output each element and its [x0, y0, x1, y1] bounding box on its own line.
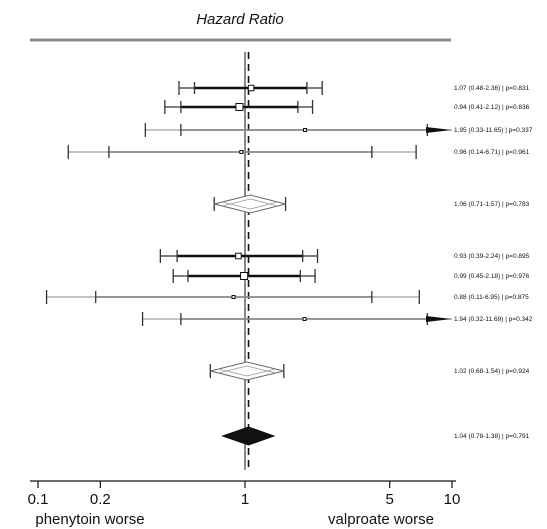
x-label-right: valproate worse [328, 511, 434, 528]
chart-title: Hazard Ratio [196, 11, 284, 28]
estimate-box [247, 84, 255, 92]
estimate-box [235, 252, 242, 260]
estimate-box [240, 272, 249, 280]
subtotal-diamond [210, 361, 284, 381]
x-tick-label: 5 [386, 491, 394, 508]
estimate-rows: 1.07 (0.48-2.36) | p=0.831 0.94 (0.41-2.1… [45, 52, 533, 470]
x-tick-label: 10 [444, 491, 461, 508]
estimate-box [239, 150, 244, 154]
x-tick-label: 0.1 [28, 491, 49, 508]
x-tick-label: 1 [241, 491, 249, 508]
estimate-label: 1.95 (0.33-11.65) | p=0.337 [454, 127, 533, 134]
diamond-hatch [222, 198, 278, 207]
estimate-box [231, 295, 236, 299]
estimate-label: 0.88 (0.11-6.95) | p=0.875 [454, 294, 529, 301]
diamond-hatch [218, 365, 276, 374]
ci-arrow [426, 316, 452, 322]
estimate-label: 0.96 (0.14-6.71) | p=0.961 [454, 149, 530, 156]
estimate-label: 0.94 (0.41-2.12) | p=0.836 [454, 104, 530, 111]
x-tick-label: 0.2 [90, 491, 111, 508]
diamond-hatch [218, 368, 276, 377]
estimate-label: 1.94 (0.32-11.69) | p=0.342 [454, 316, 533, 323]
estimate-label: 1.04 (0.78-1.38) | p=0.791 [454, 433, 530, 440]
estimate-label: 1.07 (0.48-2.36) | p=0.831 [454, 85, 530, 92]
estimate-label: 1.06 (0.71-1.57) | p=0.783 [454, 201, 530, 208]
x-axis: 0.1 0.2 1 5 10 [28, 480, 461, 508]
overall-diamond [221, 426, 276, 446]
estimate-box [235, 103, 244, 111]
ci-arrow [426, 127, 452, 133]
estimate-label: 0.93 (0.39-2.24) | p=0.895 [454, 253, 530, 260]
estimate-box [302, 317, 307, 321]
x-label-left: phenytoin worse [35, 511, 144, 528]
estimate-label: 0.99 (0.45-2.18) | p=0.976 [454, 273, 530, 280]
subtotal-diamond [214, 194, 286, 214]
estimate-label: 1.02 (0.68-1.54) | p=0.924 [454, 368, 530, 375]
diamond-hatch [222, 201, 278, 210]
estimate-box [303, 128, 308, 132]
